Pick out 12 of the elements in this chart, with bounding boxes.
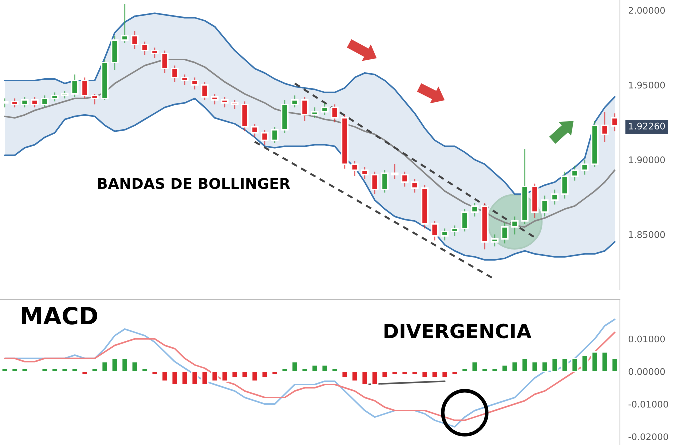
y-tick-label: 0.00000	[628, 368, 666, 376]
y-tick-label: 1.92260	[629, 122, 666, 130]
y-tick-label: 0.01000	[628, 336, 666, 343]
y-tick-label: 1.95000	[629, 82, 666, 89]
annotation: BANDAS DE BOLLINGER	[98, 178, 290, 190]
y-tick-label: 1.85000	[629, 231, 666, 238]
y-tick-label: -0.01000	[628, 401, 668, 408]
annotation: DIVERGENCIA	[384, 324, 532, 339]
y-tick-label: -0.02000	[628, 434, 668, 440]
annotation: MACD	[22, 306, 98, 325]
y-tick-label: 1.90000	[629, 156, 666, 164]
y-tick-label: 2.00000	[628, 7, 666, 14]
